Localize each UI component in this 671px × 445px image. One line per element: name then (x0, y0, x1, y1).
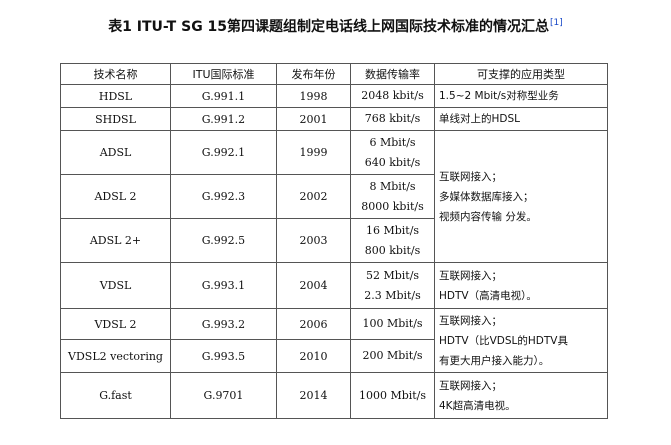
standard-cell: G.9701 (170, 372, 277, 419)
rate-cell: 16 Mbit/s 800 kbit/s (350, 218, 435, 263)
year-cell: 2010 (276, 339, 351, 373)
rate-value: 100 Mbit/s (362, 317, 423, 330)
rate-value: 2.3 Mbit/s (364, 288, 421, 302)
rate-value: 52 Mbit/s (365, 268, 420, 282)
rate-value: 8 Mbit/s (369, 179, 416, 193)
tech-name-cell: SHDSL (60, 107, 171, 131)
standard-cell: G.993.5 (170, 339, 277, 373)
tech-name-cell: VDSL2 vectoring (60, 339, 171, 373)
application-cell: 互联网接入； HDTV（高清电视）。 (434, 262, 608, 309)
application-line: 有更大用户接入能力）。 (439, 354, 550, 367)
standards-table: 技术名称 ITU国际标准 发布年份 数据传输率 可支撑的应用类型 HDSL G.… (60, 63, 608, 419)
rate-cell: 52 Mbit/s 2.3 Mbit/s (350, 262, 435, 309)
application-line: 互联网接入； (439, 170, 502, 183)
table-row: G.fast G.9701 2014 1000 Mbit/s 互联网接入； 4K… (60, 372, 608, 419)
rate-value: 6 Mbit/s (369, 135, 416, 149)
table-row: ADSL G.992.1 1999 6 Mbit/s 640 kbit/s 互联… (60, 130, 608, 263)
rate-cell: 2048 kbit/s (350, 84, 435, 108)
header-applications: 可支撑的应用类型 (434, 63, 608, 85)
year-cell: 2004 (276, 262, 351, 309)
rate-cell: 1000 Mbit/s (350, 372, 435, 419)
application-cell: 互联网接入； 4K超高清电视。 (434, 372, 608, 419)
application-line: 1.5~2 Mbit/s对称型业务 (439, 90, 559, 102)
year-cell: 2006 (276, 308, 351, 340)
year-cell: 1999 (276, 130, 351, 175)
standard-cell: G.992.5 (170, 218, 277, 263)
application-line: 4K超高清电视。 (439, 399, 516, 412)
tech-name-cell: G.fast (60, 372, 171, 419)
table-row: ADSL 2 G.992.3 2002 8 Mbit/s 8000 kbit/s (60, 174, 608, 219)
application-line: HDTV（高清电视）。 (439, 289, 537, 302)
standard-cell: G.991.1 (170, 84, 277, 108)
tech-name-cell: ADSL 2 (60, 174, 171, 219)
application-cell: 单线对上的HDSL (434, 107, 608, 131)
rate-cell: 768 kbit/s (350, 107, 435, 131)
rate-value: 8000 kbit/s (361, 199, 424, 213)
rate-cell: 100 Mbit/s (350, 308, 435, 340)
table-title-text: 表1 ITU-T SG 15第四课题组制定电话线上网国际技术标准的情况汇总 (108, 19, 550, 35)
year-cell: 1998 (276, 84, 351, 108)
reference-link[interactable]: [1] (550, 18, 563, 28)
year-cell: 2002 (276, 174, 351, 219)
rate-value: 1000 Mbit/s (358, 388, 427, 402)
standard-cell: G.991.2 (170, 107, 277, 131)
rate-cell: 200 Mbit/s (350, 339, 435, 373)
application-line: 互联网接入； (439, 269, 502, 282)
tech-name-cell: ADSL 2+ (60, 218, 171, 263)
application-line: 单线对上的HDSL (439, 113, 520, 125)
application-cell: 1.5~2 Mbit/s对称型业务 (434, 84, 608, 108)
rate-value: 2048 kbit/s (361, 89, 424, 102)
standard-cell: G.993.2 (170, 308, 277, 340)
table-title: 表1 ITU-T SG 15第四课题组制定电话线上网国际技术标准的情况汇总[1] (0, 13, 671, 37)
rate-value: 16 Mbit/s (365, 223, 420, 237)
year-cell: 2001 (276, 107, 351, 131)
rate-value: 768 kbit/s (364, 112, 421, 125)
year-cell: 2014 (276, 372, 351, 419)
rate-value: 200 Mbit/s (362, 349, 423, 362)
rate-cell: 6 Mbit/s 640 kbit/s (350, 130, 435, 175)
tech-name-cell: VDSL 2 (60, 308, 171, 340)
table-row: VDSL G.993.1 2004 52 Mbit/s 2.3 Mbit/s 互… (60, 262, 608, 309)
standard-cell: G.993.1 (170, 262, 277, 309)
tech-name-cell: VDSL (60, 262, 171, 309)
header-itu-standard: ITU国际标准 (170, 63, 277, 85)
standard-cell: G.992.3 (170, 174, 277, 219)
rate-value: 640 kbit/s (364, 155, 421, 169)
standard-cell: G.992.1 (170, 130, 277, 175)
table-row: HDSL G.991.1 1998 2048 kbit/s 1.5~2 Mbit… (60, 84, 608, 108)
header-row: 技术名称 ITU国际标准 发布年份 数据传输率 可支撑的应用类型 (60, 63, 608, 85)
application-line: 视频内容传输 分发。 (439, 210, 537, 223)
rate-value: 800 kbit/s (364, 243, 421, 257)
application-line: HDTV（比VDSL的HDTV具 (439, 334, 568, 347)
application-cell: 互联网接入； HDTV（比VDSL的HDTV具 有更大用户接入能力）。 (434, 308, 608, 373)
header-data-rate: 数据传输率 (350, 63, 435, 85)
application-line: 多媒体数据库接入； (439, 190, 534, 203)
application-line: 互联网接入； (439, 314, 502, 327)
tech-name-cell: ADSL (60, 130, 171, 175)
application-line: 互联网接入； (439, 379, 502, 392)
tech-name-cell: HDSL (60, 84, 171, 108)
header-tech-name: 技术名称 (60, 63, 171, 85)
table-row: ADSL 2+ G.992.5 2003 16 Mbit/s 800 kbit/… (60, 218, 608, 263)
year-cell: 2003 (276, 218, 351, 263)
rate-cell: 8 Mbit/s 8000 kbit/s (350, 174, 435, 219)
header-year: 发布年份 (276, 63, 351, 85)
application-cell: 互联网接入； 多媒体数据库接入； 视频内容传输 分发。 (434, 130, 608, 263)
table-row: SHDSL G.991.2 2001 768 kbit/s 单线对上的HDSL (60, 107, 608, 131)
table-row: VDSL 2 G.993.2 2006 100 Mbit/s 互联网接入； HD… (60, 308, 608, 373)
